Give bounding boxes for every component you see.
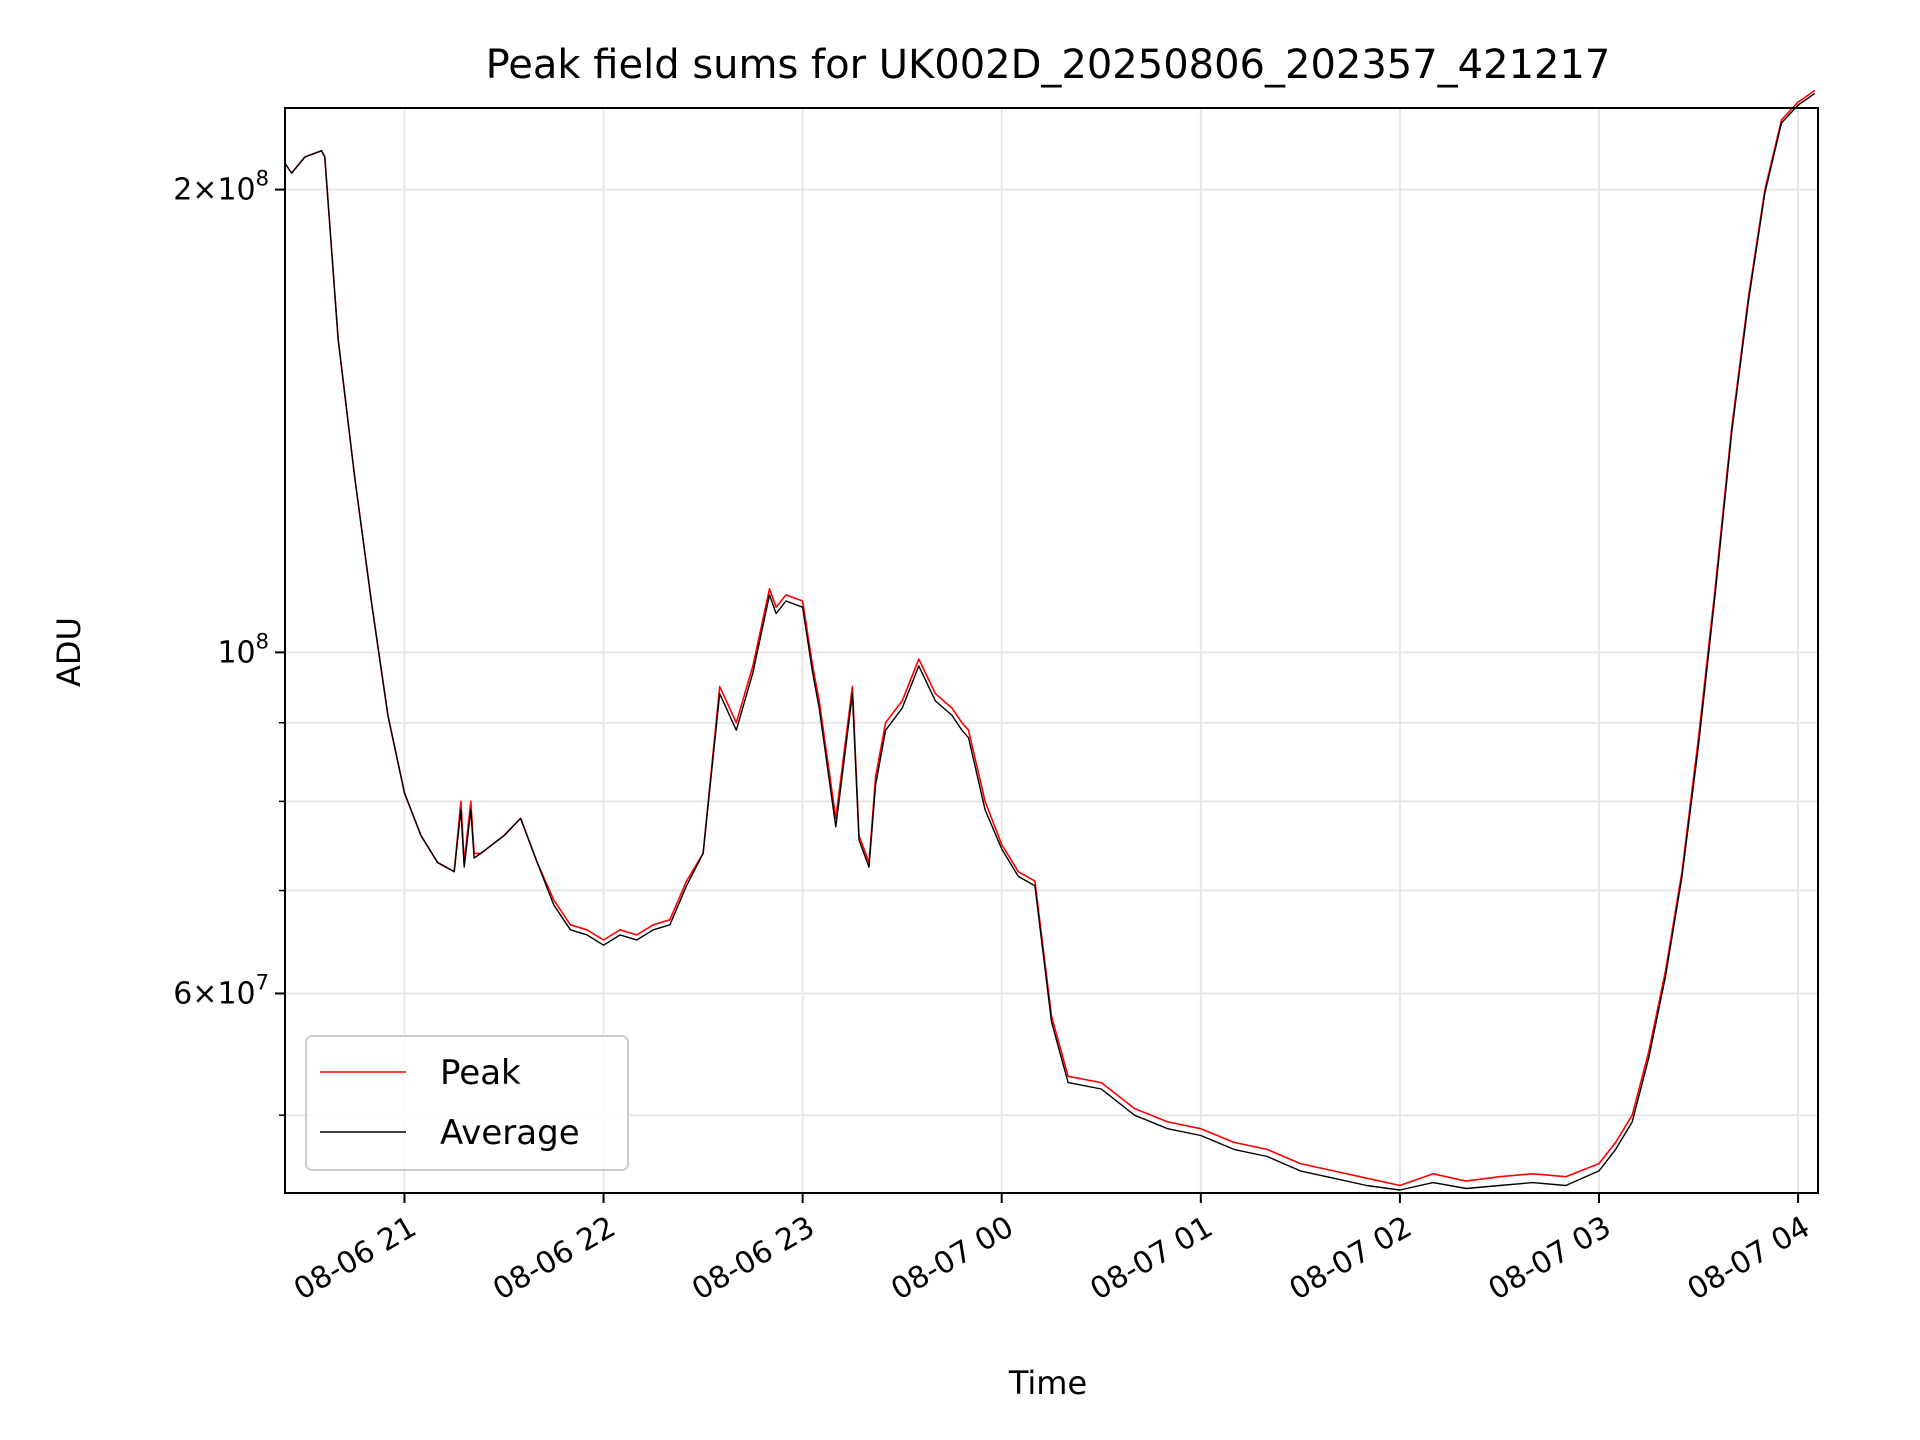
- legend: Peak Average: [305, 1035, 629, 1171]
- x-axis-title: Time: [1008, 1364, 1087, 1402]
- y-axis-title: ADU: [50, 617, 88, 687]
- chart-title: Peak field sums for UK002D_20250806_2023…: [486, 42, 1611, 88]
- series-layer: [284, 89, 1816, 1191]
- series-line-average: [284, 92, 1816, 1191]
- plot-frame: [284, 107, 1819, 1194]
- legend-box: [305, 1035, 629, 1171]
- legend-label-average: Average: [440, 1113, 580, 1153]
- y-tick-label: 6×107: [173, 970, 269, 1011]
- y-tick-label: 2×108: [173, 167, 269, 208]
- legend-label-peak: Peak: [440, 1053, 521, 1093]
